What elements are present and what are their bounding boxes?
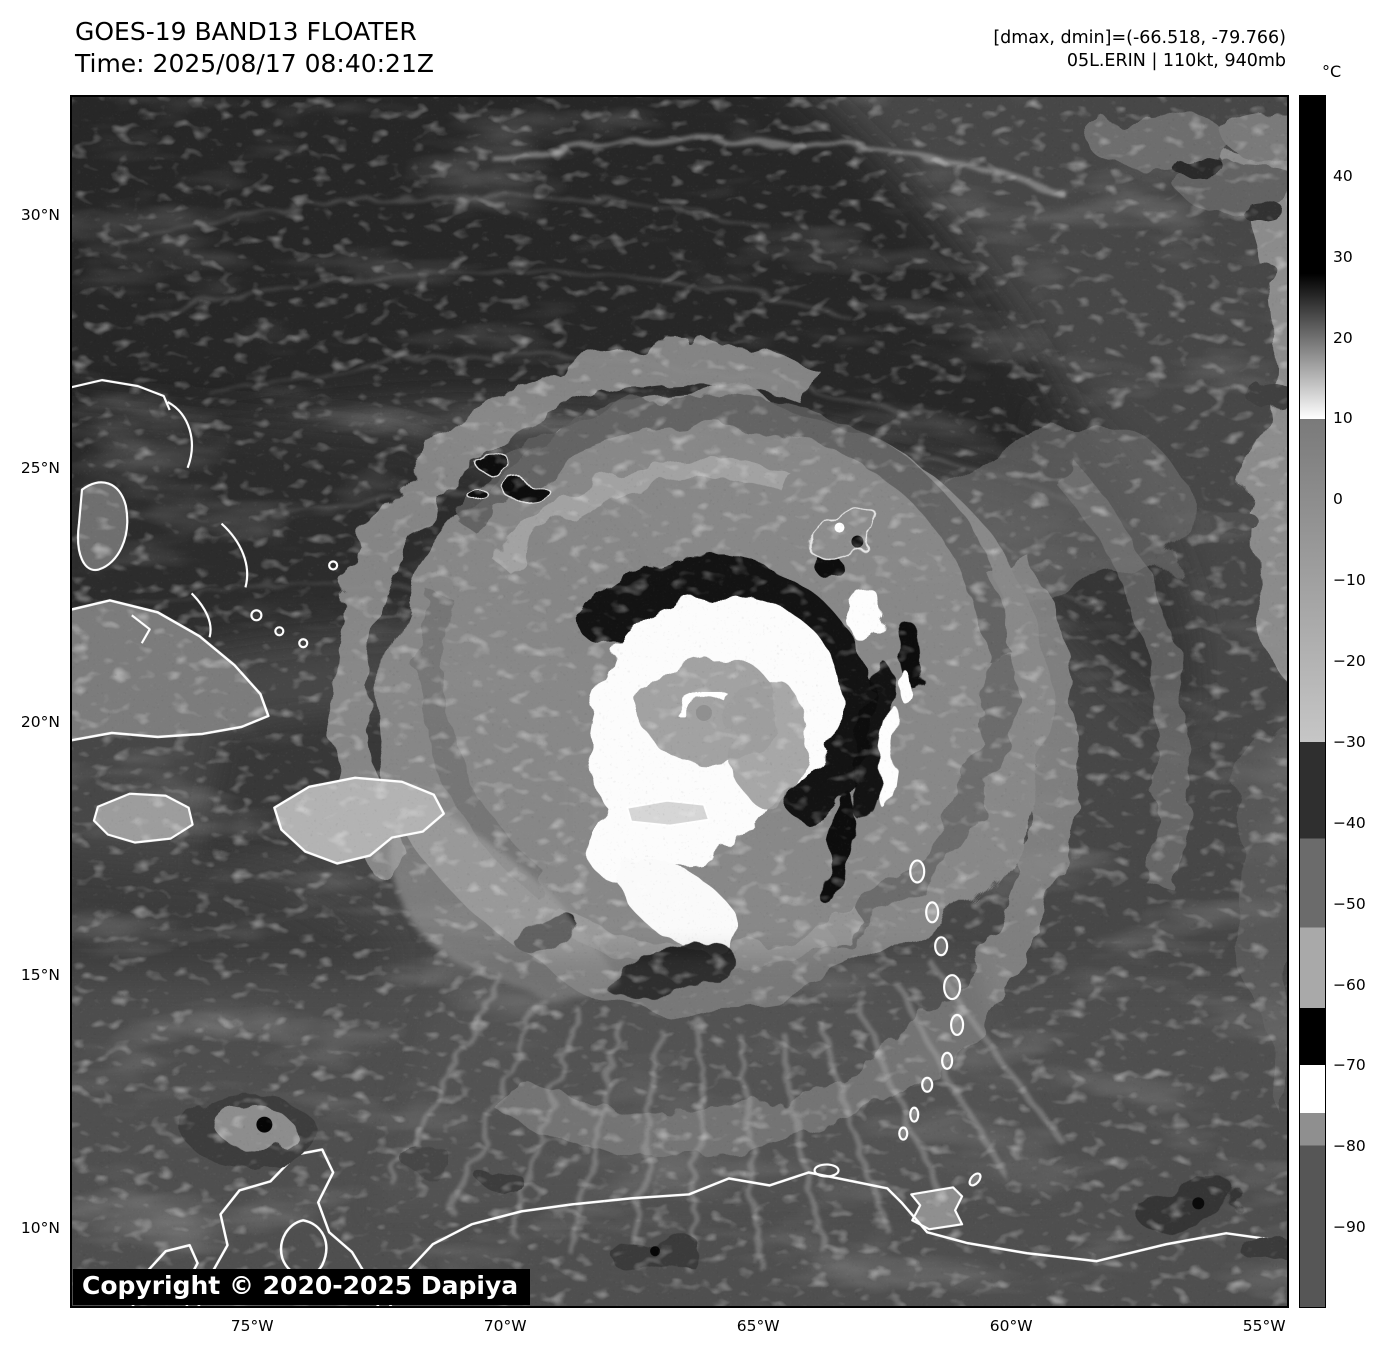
- lat-axis-label: 15°N: [20, 965, 60, 984]
- colorbar-tick-label: −20: [1333, 652, 1366, 671]
- lon-axis-label: 75°W: [230, 1317, 274, 1335]
- copyright-overlay: Copyright © 2020-2025 Dapiya: [73, 1269, 531, 1305]
- figure-header-right: [dmax, dmin]=(-66.518, -79.766) 05L.ERIN…: [993, 27, 1286, 73]
- colorbar-tick-label: −10: [1333, 571, 1366, 590]
- colorbar-tick-label: −80: [1333, 1137, 1366, 1156]
- latitude-axis: 30°N 25°N 20°N 15°N 10°N: [2, 95, 64, 1308]
- lat-axis-label: 25°N: [20, 459, 60, 478]
- lon-axis-label: 60°W: [989, 1317, 1033, 1335]
- colorbar-tick-label: 40: [1333, 166, 1353, 185]
- lat-axis-label: 20°N: [20, 712, 60, 731]
- satellite-image: [72, 97, 1287, 1306]
- colorbar-tick-label: −60: [1333, 975, 1366, 994]
- colorbar-tick-label: −90: [1333, 1218, 1366, 1237]
- satellite-map: Copyright © 2020-2025 Dapiya: [70, 95, 1289, 1308]
- colorbar-tick-label: −50: [1333, 894, 1366, 913]
- colorbar-tick-label: −70: [1333, 1056, 1366, 1075]
- colorbar: [1299, 95, 1326, 1308]
- colorbar-tick-labels: 40 30 20 10 0 −10 −20 −30 −40 −50 −60 −70 −80 −90: [1333, 95, 1389, 1308]
- storm-label: 05L.ERIN | 110kt, 940mb: [1066, 51, 1286, 71]
- lat-axis-label: 10°N: [20, 1219, 60, 1238]
- colorbar-tick-label: −30: [1333, 732, 1366, 751]
- figure-title-block: GOES-19 BAND13 FLOATER Time: 2025/08/17 …: [75, 16, 434, 80]
- colorbar-unit-label: °C: [1322, 62, 1342, 81]
- longitude-axis: 75°W 70°W 65°W 60°W 55°W: [70, 1316, 1289, 1342]
- figure-time: Time: 2025/08/17 08:40:21Z: [75, 49, 434, 78]
- lat-axis-label: 30°N: [20, 206, 60, 225]
- colorbar-tick-label: 0: [1333, 490, 1343, 509]
- range-label: [dmax, dmin]=(-66.518, -79.766): [993, 28, 1286, 48]
- figure-title: GOES-19 BAND13 FLOATER: [75, 17, 417, 46]
- lon-axis-label: 65°W: [736, 1317, 780, 1335]
- lon-axis-label: 55°W: [1242, 1317, 1286, 1335]
- lon-axis-label: 70°W: [483, 1317, 527, 1335]
- colorbar-tick-label: 30: [1333, 247, 1353, 266]
- colorbar-tick-label: 10: [1333, 409, 1353, 428]
- colorbar-tick-label: −40: [1333, 813, 1366, 832]
- grain-dark-overlay: [72, 97, 1287, 1306]
- colorbar-tick-label: 20: [1333, 328, 1353, 347]
